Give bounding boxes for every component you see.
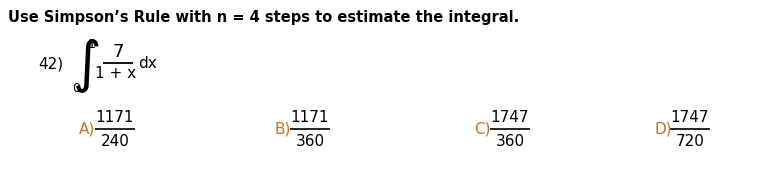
Text: 1 + x: 1 + x [96, 67, 136, 82]
Text: 1747: 1747 [671, 110, 709, 125]
Text: dx: dx [138, 56, 157, 71]
Text: 720: 720 [676, 135, 705, 149]
Text: 0: 0 [72, 83, 80, 95]
Text: 42): 42) [38, 56, 63, 72]
Text: 360: 360 [496, 135, 525, 149]
Text: 1: 1 [88, 37, 96, 51]
Text: 7: 7 [113, 43, 124, 61]
Text: 240: 240 [100, 135, 129, 149]
Text: C): C) [474, 121, 490, 137]
Text: B): B) [274, 121, 290, 137]
Text: 1747: 1747 [491, 110, 529, 125]
Text: Use Simpson’s Rule with n = 4 steps to estimate the integral.: Use Simpson’s Rule with n = 4 steps to e… [8, 10, 519, 25]
Text: 360: 360 [296, 135, 325, 149]
Text: D): D) [654, 121, 672, 137]
Text: 1171: 1171 [96, 110, 134, 125]
Text: 1171: 1171 [291, 110, 329, 125]
Text: A): A) [79, 121, 95, 137]
Text: $\int$: $\int$ [72, 37, 100, 95]
